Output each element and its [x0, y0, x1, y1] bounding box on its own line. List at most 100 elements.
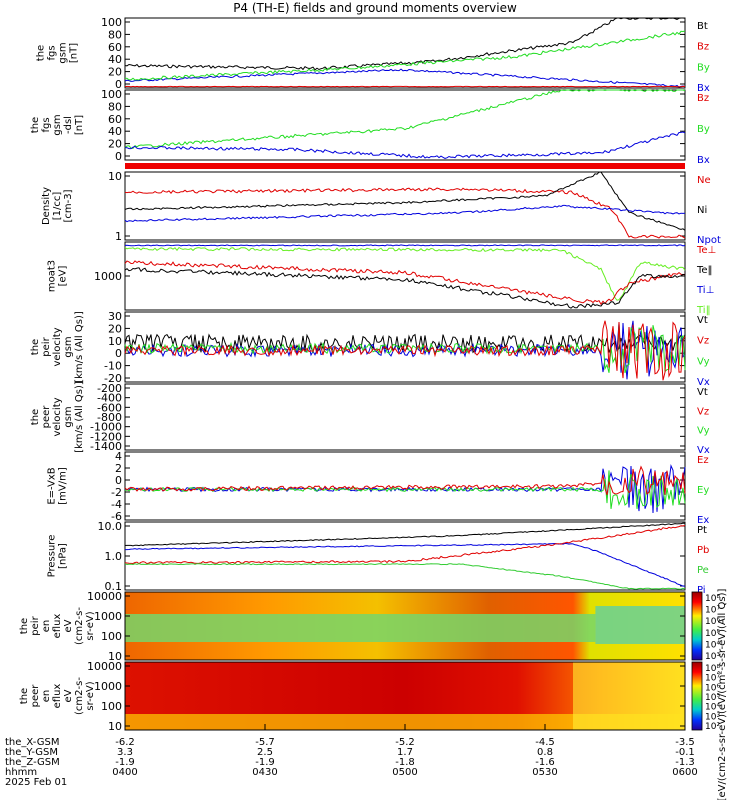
series-ti-par	[124, 246, 686, 301]
colorbar-tick-label: 10⁶	[705, 617, 720, 627]
plot-title: P4 (TH-E) fields and ground moments over…	[233, 1, 517, 15]
colorbar-tick-label: 10⁵	[705, 693, 720, 703]
y-tick-label: 10000	[87, 590, 122, 603]
y-tick-label: 100	[101, 16, 122, 29]
ephemeris-value: 0500	[392, 767, 417, 778]
colorbar-tick-label: 10³	[705, 712, 720, 722]
y-axis-label: the	[19, 688, 30, 704]
legend-label: Ni	[697, 205, 707, 216]
panel-efield: 420-2-4-6 E=-VxB [mV/m] Ez Ey Ex	[47, 450, 710, 526]
series-by	[124, 30, 686, 81]
y-tick-label: 4	[115, 450, 122, 463]
series-npot	[124, 204, 686, 223]
series-pt	[124, 522, 686, 547]
ephemeris-value: -1.6	[535, 757, 555, 768]
colorbar-label: [eV/(cm2-s-sr-eV)(eV/(cm²-s-sr-eV)(All Q…	[717, 589, 728, 800]
series-vy	[124, 324, 686, 374]
ephemeris-value: -1.9	[255, 757, 275, 768]
ephemeris-row-label: the_Z-GSM	[5, 757, 60, 768]
ephemeris-value: -3.5	[675, 737, 695, 748]
series-pe	[124, 563, 686, 590]
y-axis-label: [nT]	[74, 115, 85, 135]
legend-label: Bx	[697, 83, 710, 94]
y-axis-label: velocity	[52, 327, 63, 366]
y-axis-label: peir	[41, 336, 52, 356]
legend-label: Bx	[697, 155, 710, 166]
legend-label: Vz	[697, 336, 709, 347]
y-axis-label: velocity	[52, 397, 63, 436]
y-tick-label: -1200	[90, 430, 122, 443]
legend-label: Vy	[697, 356, 710, 367]
legend-label: By	[697, 62, 710, 73]
y-axis-label: sr-eV)	[85, 681, 96, 710]
y-axis-label: eV	[63, 689, 74, 702]
series-bx	[124, 68, 686, 88]
ephemeris-value: -5.2	[395, 737, 415, 748]
series-te-par	[124, 267, 686, 309]
y-tick-label: 1000	[94, 680, 122, 693]
ephemeris-row-label: the_X-GSM	[5, 737, 59, 748]
y-axis-label: the	[30, 117, 41, 133]
legend-label: Ex	[697, 515, 709, 526]
series-by-dsl	[124, 89, 686, 149]
series-bt	[124, 17, 686, 71]
legend-label: Vx	[697, 377, 710, 388]
y-axis-label: [1/cc]	[52, 192, 63, 221]
colorbar-tick-label: 10⁸	[705, 594, 720, 604]
series-bx-dsl	[124, 131, 686, 159]
ephemeris-value: 0.8	[537, 747, 553, 758]
legend-label: Te⊥	[696, 245, 716, 256]
legend-label: Vz	[697, 406, 709, 417]
spectrogram-band-green	[125, 614, 596, 642]
ephemeris-value: -6.2	[115, 737, 135, 748]
y-tick-label: 40	[108, 125, 122, 138]
series-ne	[124, 187, 686, 239]
y-tick-label: -6	[111, 510, 122, 523]
ephemeris-value: -5.7	[255, 737, 275, 748]
y-tick-label: -200	[97, 382, 122, 395]
status-bar	[125, 163, 685, 169]
colorbar-tick-label: 10⁶	[705, 683, 720, 693]
series-pb	[124, 525, 686, 565]
colorbar-tick-label: 10⁷	[705, 674, 720, 684]
y-tick-label: 20	[108, 322, 122, 335]
legend-label: Ey	[697, 485, 709, 496]
y-axis-label: peer	[30, 684, 41, 708]
y-tick-label: 100	[101, 700, 122, 713]
y-tick-label: -600	[97, 401, 122, 414]
ephemeris-row-label: the_Y-GSM	[5, 747, 58, 758]
y-tick-label: -2	[111, 486, 122, 499]
ephemeris-value: 2.5	[257, 747, 273, 758]
y-axis-label: E=-VxB	[47, 467, 58, 504]
legend-label: Bz	[697, 93, 709, 104]
colorbar-tick-label: 10⁴	[705, 640, 720, 650]
panel-frame	[124, 383, 686, 451]
spectrogram-band-cyan	[595, 606, 685, 644]
y-axis-label: fgs	[47, 45, 58, 60]
y-axis-label: gsm	[52, 114, 63, 135]
y-axis-label: gsm	[63, 336, 74, 357]
panel-frame	[124, 17, 686, 89]
ephemeris-value: -4.5	[535, 737, 555, 748]
colorbar-tick-label: 10⁸	[705, 664, 720, 674]
y-axis-label: [eV]	[58, 266, 69, 287]
y-axis-label: eV	[63, 619, 74, 632]
y-axis-label: -dsl	[63, 116, 74, 134]
y-axis-label: fgs	[41, 117, 52, 132]
y-tick-label: 60	[108, 41, 122, 54]
legend-label: Ez	[697, 455, 709, 466]
ephemeris-value: -1.9	[115, 757, 135, 768]
y-tick-label: -1400	[90, 440, 122, 453]
y-axis-label: the	[30, 409, 41, 425]
y-axis-label: sr-eV)	[85, 611, 96, 640]
colorbar-tick-label: 10⁷	[705, 606, 720, 616]
ephemeris-row-label: 2025 Feb 01	[5, 777, 67, 788]
colorbar	[691, 661, 703, 731]
panel-frame	[124, 89, 686, 161]
y-axis-label: (cm2-s-	[74, 677, 85, 715]
y-axis-label: en	[41, 690, 52, 703]
y-tick-label: 1.0	[105, 550, 123, 563]
panel-frame	[124, 241, 686, 311]
